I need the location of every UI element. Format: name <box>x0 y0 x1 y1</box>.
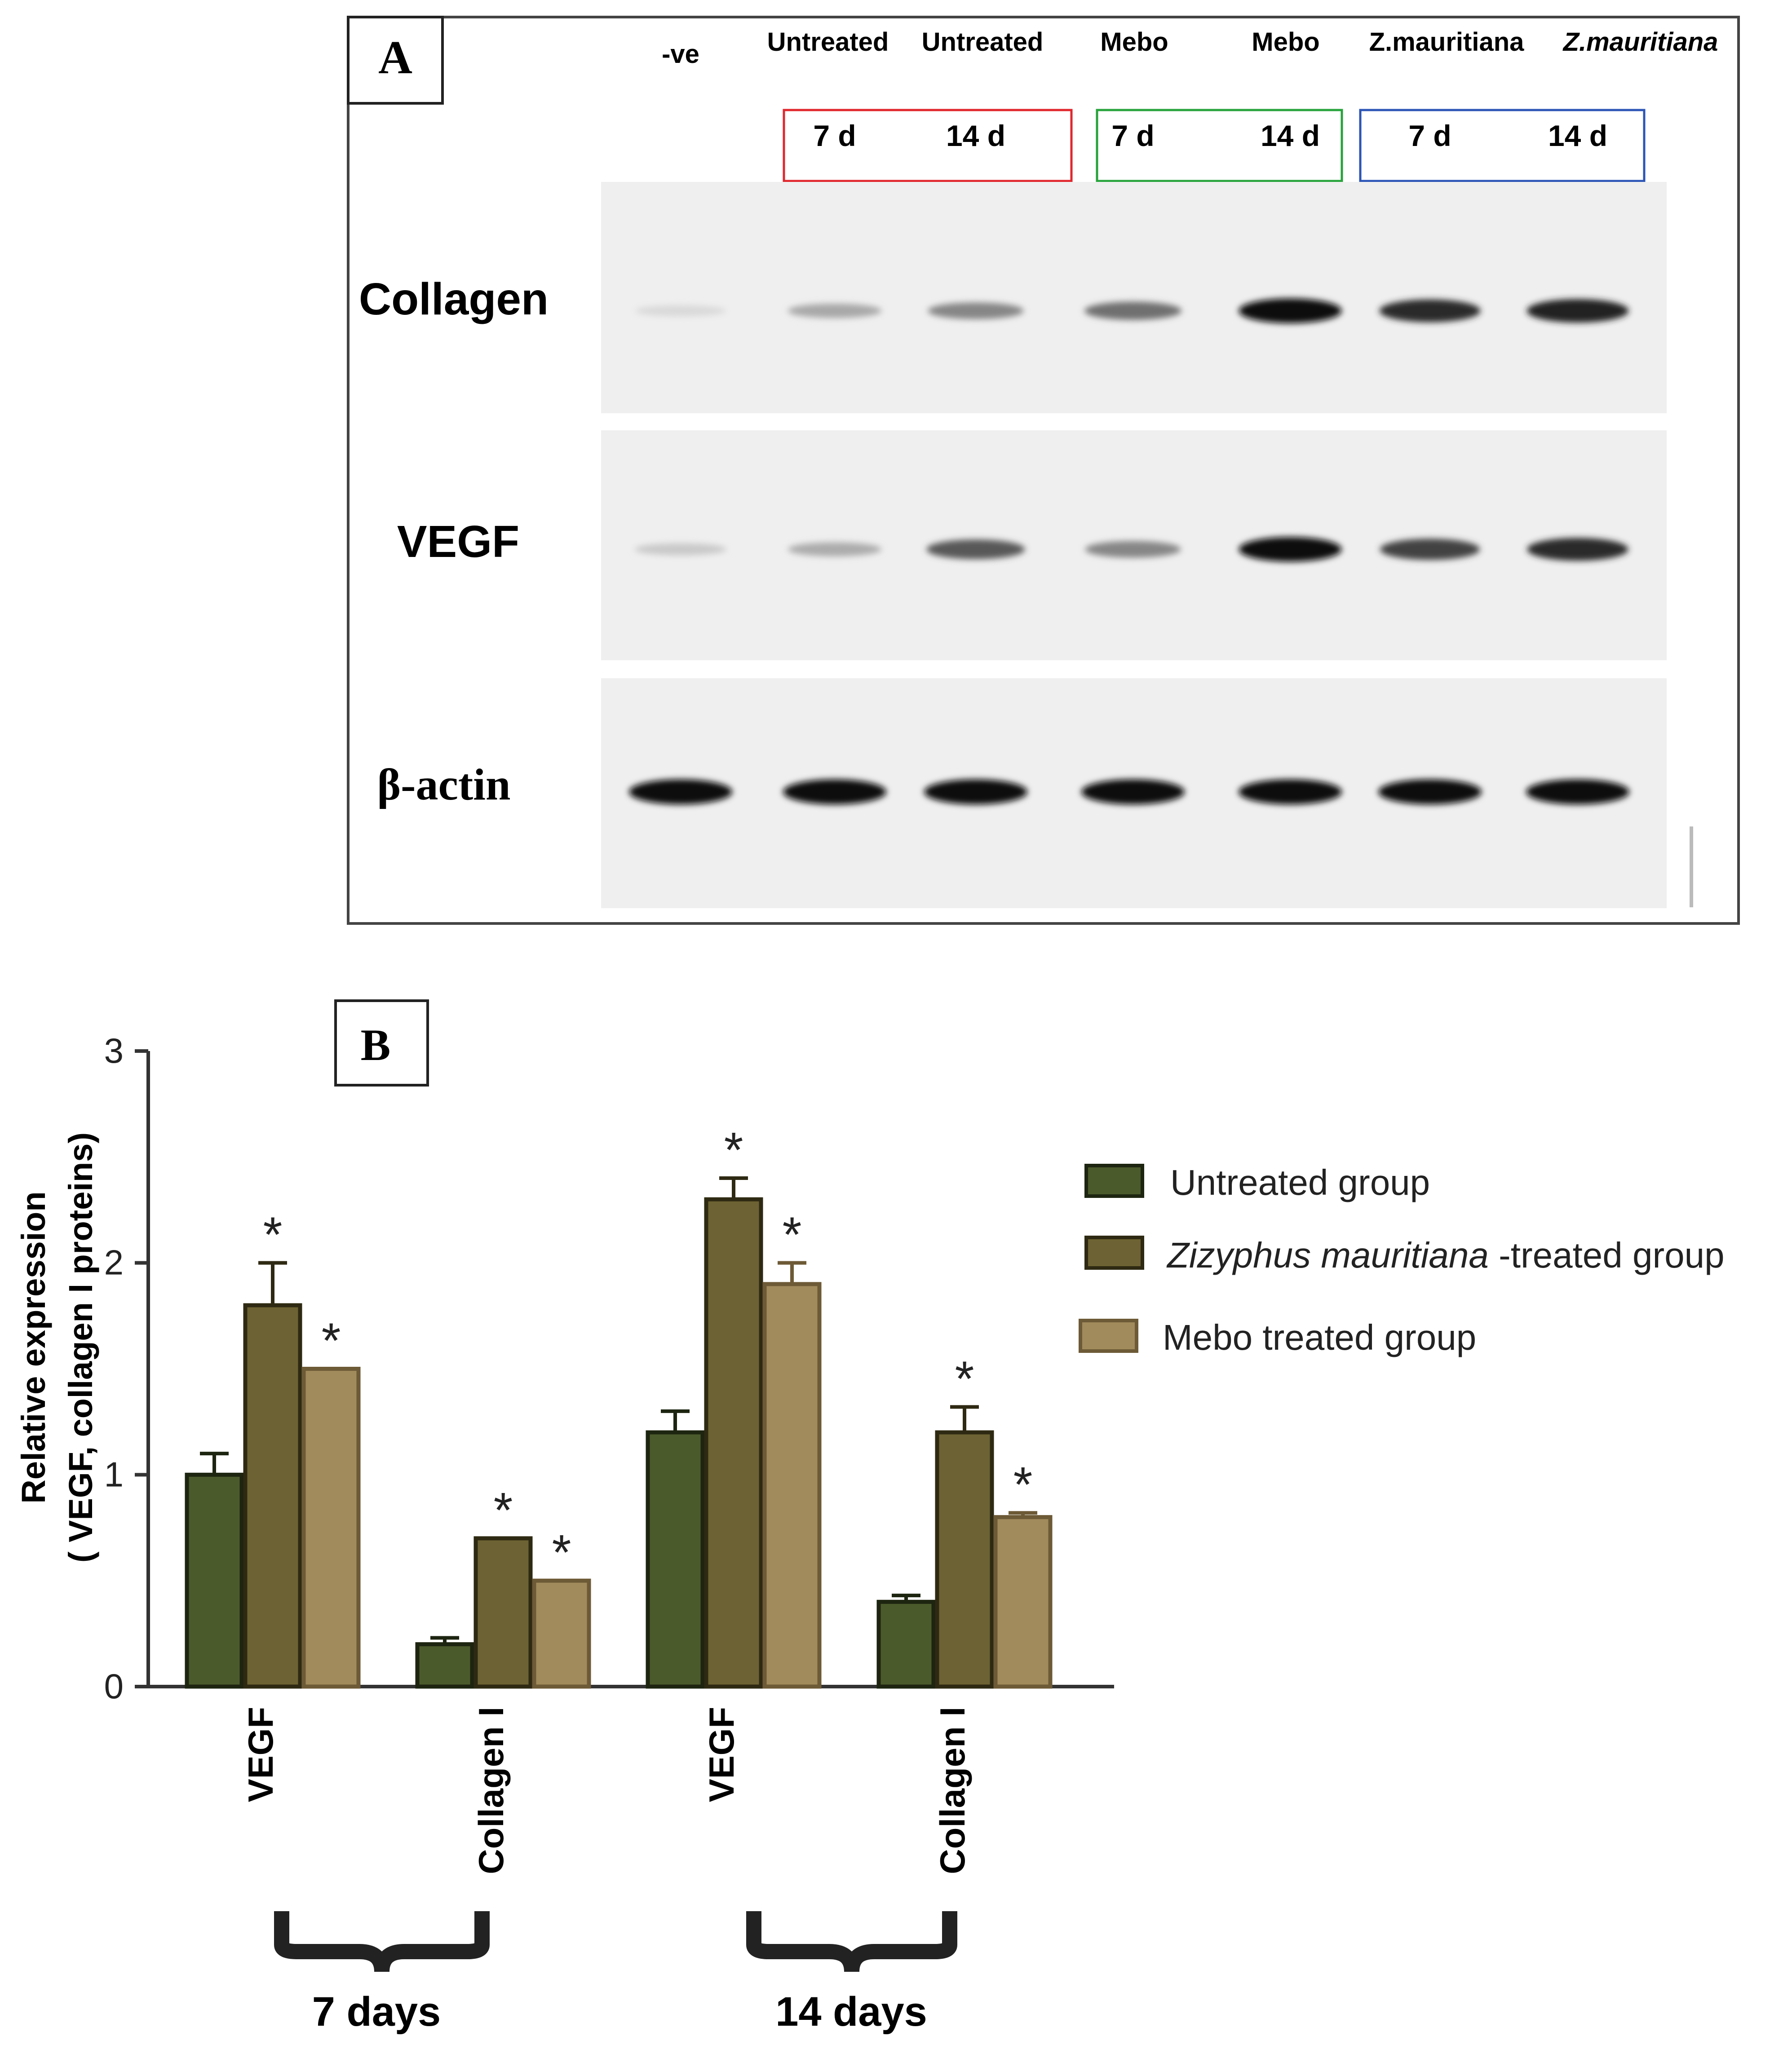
lane-label-mebo-7: Mebo <box>1100 27 1168 57</box>
significance-star-3-2: * <box>1013 1457 1033 1512</box>
legend: Untreated group Zizyphus mauritiana -tre… <box>1079 1162 1725 1357</box>
y-axis-label-line2: ( VEGF, collagen I proteins) <box>62 1132 99 1563</box>
panel-a: A -ve Untreated Untreated Mebo Mebo Z.ma… <box>347 16 1740 925</box>
day-label-zm-7: 7 d <box>1408 119 1451 152</box>
blot-bands <box>629 298 1629 804</box>
day-label-untreated-7: 7 d <box>813 119 856 152</box>
bar-3-1 <box>935 1430 994 1689</box>
row-label-collagen: Collagen <box>359 274 549 324</box>
lane-label-mebo-14: Mebo <box>1252 27 1319 57</box>
significance-star-0-2: * <box>322 1313 341 1369</box>
band-vegf-3 <box>1085 541 1181 558</box>
x-tick-label-3: Collagen I <box>933 1707 972 1874</box>
bar-1-1 <box>473 1536 533 1689</box>
lane-label-untreated-7: Untreated <box>767 27 889 57</box>
band-beta-actin-6 <box>1526 779 1629 804</box>
panel-b-label: B <box>361 1020 391 1070</box>
band-beta-actin-5 <box>1378 779 1482 804</box>
legend-label-zm: Zizyphus mauritiana -treated group <box>1166 1235 1725 1275</box>
lane-label-zm-7: Z.mauritiana <box>1369 27 1525 57</box>
band-beta-actin-2 <box>924 779 1027 804</box>
band-vegf-6 <box>1527 538 1628 561</box>
legend-label-zm-italic: Zizyphus mauritiana <box>1166 1235 1489 1275</box>
x-tick-label-2: VEGF <box>702 1707 741 1802</box>
day-label-mebo-7: 7 d <box>1111 119 1154 152</box>
legend-swatch-untreated <box>1084 1164 1144 1198</box>
y-tick-label-3: 3 <box>104 1031 124 1070</box>
legend-label-zm-rest: -treated group <box>1489 1235 1725 1275</box>
legend-label-untreated: Untreated group <box>1170 1162 1430 1202</box>
bar-3-0 <box>876 1599 936 1689</box>
band-vegf-5 <box>1380 539 1480 560</box>
band-collagen-1 <box>788 303 882 318</box>
lane-label-zm-14: Z.mauritiana <box>1562 27 1718 57</box>
band-collagen-6 <box>1527 299 1629 323</box>
significance-star-1-2: * <box>552 1525 571 1580</box>
bracket-7-days <box>274 1911 490 1972</box>
legend-swatch-zm <box>1084 1236 1144 1270</box>
panel-a-label: A <box>378 31 412 84</box>
band-collagen-5 <box>1379 299 1481 322</box>
bar-2-1 <box>704 1197 763 1689</box>
band-collagen-4 <box>1239 298 1342 323</box>
panel-b-label-box <box>334 999 429 1087</box>
chart-bars: * * * * * * * * <box>185 1122 1053 1689</box>
group-label-7-days: 7 days <box>312 1989 441 2035</box>
significance-star-1-1: * <box>494 1483 513 1538</box>
panel-b: B Relative expression ( VEGF, collagen I… <box>15 999 1725 2035</box>
blot-collagen-strip <box>601 182 1667 413</box>
legend-label-mebo: Mebo treated group <box>1163 1317 1476 1357</box>
band-beta-actin-0 <box>629 779 732 804</box>
lane-label-neg: -ve <box>662 40 699 69</box>
bar-1-0 <box>415 1642 474 1689</box>
band-collagen-0 <box>635 305 726 317</box>
legend-swatch-mebo <box>1079 1319 1138 1353</box>
bar-1-2 <box>532 1578 591 1689</box>
band-vegf-0 <box>634 543 727 556</box>
band-collagen-2 <box>928 302 1024 319</box>
chart-x-labels: VEGF Collagen I VEGF Collagen I <box>241 1707 972 1874</box>
day-label-zm-14: 14 d <box>1548 119 1607 152</box>
untreated-day-box <box>783 109 1073 182</box>
y-axis-label-line1: Relative expression <box>15 1191 52 1503</box>
mebo-day-box <box>1096 109 1343 182</box>
band-beta-actin-4 <box>1239 779 1342 804</box>
significance-star-2-1: * <box>724 1122 743 1178</box>
row-label-vegf: VEGF <box>397 517 519 567</box>
significance-star-0-1: * <box>263 1207 283 1263</box>
bar-0-1 <box>243 1303 302 1689</box>
band-beta-actin-1 <box>783 779 886 804</box>
lane-label-untreated-14: Untreated <box>922 27 1044 57</box>
band-vegf-2 <box>926 539 1025 560</box>
y-tick-label-1: 1 <box>104 1454 124 1494</box>
day-label-untreated-14: 14 d <box>946 119 1005 152</box>
band-collagen-3 <box>1084 301 1182 320</box>
bracket-14-days <box>746 1911 957 1972</box>
bar-0-0 <box>185 1472 244 1689</box>
significance-star-2-2: * <box>783 1207 802 1263</box>
x-tick-label-1: Collagen I <box>471 1707 511 1874</box>
group-label-14-days: 14 days <box>775 1989 927 2035</box>
day-label-mebo-14: 14 d <box>1261 119 1320 152</box>
band-vegf-1 <box>788 542 882 557</box>
bar-0-2 <box>301 1367 361 1689</box>
bar-2-0 <box>646 1430 705 1689</box>
band-vegf-4 <box>1239 537 1342 562</box>
bar-2-2 <box>762 1282 822 1689</box>
panel-a-label-box <box>347 16 444 105</box>
significance-star-3-1: * <box>955 1351 974 1406</box>
band-beta-actin-3 <box>1081 779 1185 804</box>
zm-day-box <box>1359 109 1646 182</box>
row-label-beta-actin: β-actin <box>377 760 510 809</box>
bar-3-2 <box>993 1515 1053 1689</box>
x-tick-label-0: VEGF <box>241 1707 280 1802</box>
y-tick-label-2: 2 <box>104 1243 124 1282</box>
y-tick-label-0: 0 <box>104 1666 124 1706</box>
